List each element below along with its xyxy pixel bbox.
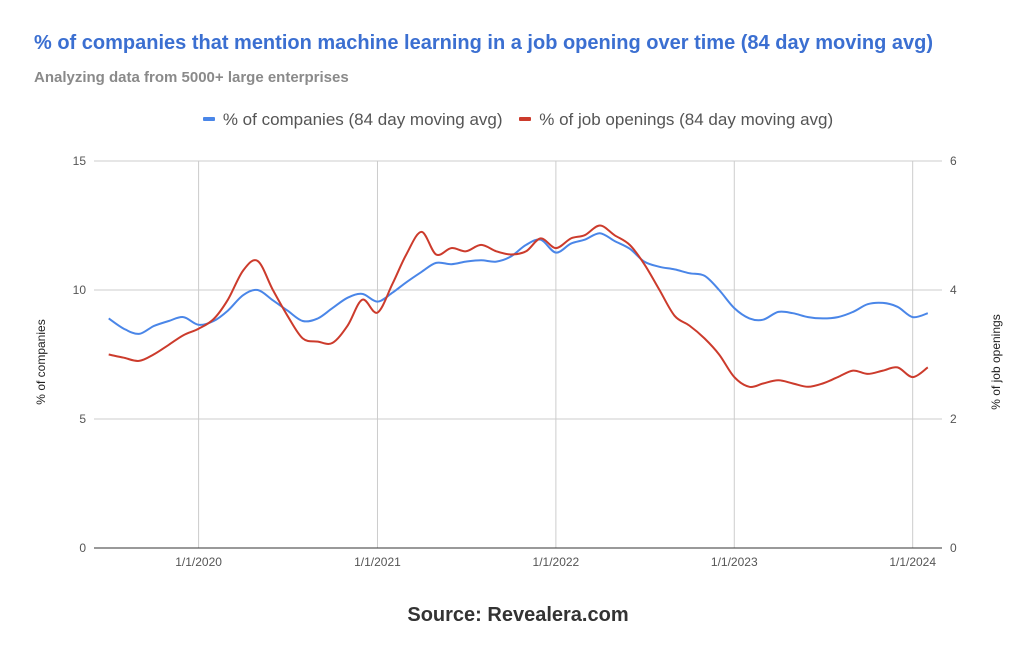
y-left-tick-label: 10 bbox=[73, 283, 87, 297]
y-right-tick-label: 4 bbox=[950, 283, 957, 297]
y-left-tick-label: 0 bbox=[79, 541, 86, 555]
chart-subtitle: Analyzing data from 5000+ large enterpri… bbox=[34, 69, 349, 86]
y-left-tick-label: 5 bbox=[79, 412, 86, 426]
x-tick-label: 1/1/2021 bbox=[354, 555, 401, 569]
x-tick-label: 1/1/2020 bbox=[175, 555, 222, 569]
chart-legend: % of companies (84 day moving avg) % of … bbox=[0, 110, 1036, 130]
series-line-companies bbox=[108, 232, 929, 335]
chart-title: % of companies that mention machine lear… bbox=[34, 32, 934, 54]
x-tick-label: 1/1/2024 bbox=[889, 555, 936, 569]
y-right-tick-label: 0 bbox=[950, 541, 957, 555]
axes: 0 5 10 15 0 2 4 6 1/1/2020 1/1/2021 1/1/2022 1/1/20… bbox=[73, 154, 957, 569]
y-left-tick-label: 15 bbox=[73, 154, 87, 168]
y-axis-right-label: % of job openings bbox=[989, 314, 1003, 409]
x-tick-label: 1/1/2022 bbox=[533, 555, 580, 569]
legend-swatch-job-openings bbox=[519, 116, 532, 121]
y-axis-left-label: % of companies bbox=[34, 319, 48, 404]
legend-label-job-openings: % of job openings (84 day moving avg) bbox=[539, 110, 834, 129]
legend-item-job-openings: % of job openings (84 day moving avg) bbox=[519, 110, 833, 130]
y-right-tick-label: 6 bbox=[950, 154, 957, 168]
chart-source: Source: Revealera.com bbox=[407, 604, 629, 626]
series-lines bbox=[108, 224, 929, 388]
gridlines bbox=[94, 160, 942, 548]
legend-swatch-companies bbox=[202, 116, 215, 121]
legend-label-companies: % of companies (84 day moving avg) bbox=[222, 110, 503, 129]
series-line-job-openings bbox=[108, 224, 929, 388]
legend-item-companies: % of companies (84 day moving avg) bbox=[202, 110, 503, 130]
x-tick-label: 1/1/2023 bbox=[711, 555, 758, 569]
y-right-tick-label: 2 bbox=[950, 412, 957, 426]
